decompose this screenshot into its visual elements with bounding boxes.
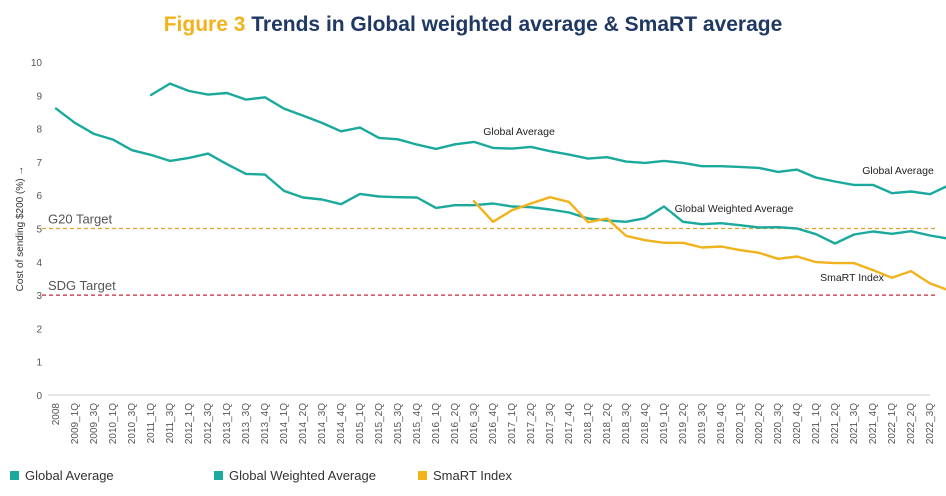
x-tick-label: 2022_2Q: [906, 403, 917, 444]
y-tick-label: 5: [36, 225, 42, 236]
x-tick-label: 2008: [51, 403, 62, 426]
x-tick-label: 2014_4Q: [336, 403, 347, 444]
x-tick-label: 2018_3Q: [621, 403, 632, 444]
x-tick-label: 2021_4Q: [868, 403, 879, 444]
x-tick-label: 2012_1Q: [184, 403, 195, 444]
annotation-global-average: Global Average: [483, 126, 555, 138]
x-tick-label: 2020_3Q: [773, 403, 784, 444]
x-tick-label: 2019_3Q: [697, 403, 708, 444]
x-tick-label: 2017_2Q: [526, 403, 537, 444]
y-tick-label: 3: [36, 291, 42, 302]
x-tick-label: 2016_4Q: [488, 403, 499, 444]
x-tick-label: 2014_2Q: [298, 403, 309, 444]
x-tick-label: 2019_1Q: [659, 403, 670, 444]
x-tick-label: 2019_4Q: [716, 403, 727, 444]
annotation-global-weighted-average: Global Weighted Average: [675, 203, 794, 215]
x-tick-label: 2015_1Q: [355, 403, 366, 444]
x-tick-label: 2022_1Q: [887, 403, 898, 444]
legend-label-global-average: Global Average: [25, 468, 114, 483]
x-tick-label: 2016_1Q: [431, 403, 442, 444]
legend-item-global-average: Global Average: [10, 468, 114, 483]
y-tick-label: 9: [36, 91, 42, 102]
x-tick-label: 2011_1Q: [146, 403, 157, 444]
x-tick-label: 2022_3Q: [925, 403, 936, 444]
chart-title: Figure 3 Trends in Global weighted avera…: [0, 13, 946, 37]
x-tick-label: 2015_3Q: [393, 403, 404, 444]
x-tick-label: 2017_1Q: [507, 403, 518, 444]
x-tick-label: 2012_3Q: [203, 403, 214, 444]
x-tick-label: 2010_3Q: [127, 403, 138, 444]
legend-swatch-global-weighted-average: [214, 471, 223, 480]
reference-label-g20: G20 Target: [48, 212, 112, 227]
y-tick-label: 1: [36, 358, 42, 369]
y-tick-label: 2: [36, 324, 42, 335]
title-text: Trends in Global weighted average & SmaR…: [251, 13, 783, 36]
x-tick-label: 2015_4Q: [412, 403, 423, 444]
x-tick-label: 2021_3Q: [849, 403, 860, 444]
x-tick-label: 2013_4Q: [260, 403, 271, 444]
annotation-smart-index: SmaRT Index: [820, 272, 885, 284]
x-tick-label: 2013_1Q: [222, 403, 233, 444]
y-tick-label: 10: [31, 58, 43, 69]
x-tick-label: 2018_1Q: [583, 403, 594, 444]
y-tick-label: 7: [36, 158, 42, 169]
figure-label: Figure 3: [163, 13, 246, 36]
legend-label-global-weighted-average: Global Weighted Average: [229, 468, 376, 483]
legend-item-smart-index: SmaRT Index: [418, 468, 512, 483]
y-tick-label: 8: [36, 125, 42, 136]
legend-label-smart-index: SmaRT Index: [433, 468, 513, 483]
annotation-global-average-end: Global Average: [862, 165, 934, 177]
series-line-global-weighted-average: [54, 107, 946, 245]
y-axis-label: Cost of sending $200 (%) →: [15, 166, 26, 292]
y-tick-label: 6: [36, 191, 42, 202]
x-tick-label: 2016_3Q: [469, 403, 480, 444]
x-tick-label: 2016_2Q: [450, 403, 461, 444]
x-tick-label: 2010_1Q: [108, 403, 119, 444]
reference-label-sdg: SDG Target: [48, 278, 116, 293]
y-tick-label: 4: [36, 258, 42, 269]
legend-swatch-global-average: [10, 471, 19, 480]
x-tick-label: 2015_2Q: [374, 403, 385, 444]
x-tick-label: 2013_3Q: [241, 403, 252, 444]
x-tick-label: 2018_2Q: [602, 403, 613, 444]
legend-swatch-smart-index: [418, 471, 427, 480]
x-tick-label: 2021_1Q: [811, 403, 822, 444]
series-line-smart-index: [472, 196, 946, 291]
x-tick-label: 2014_3Q: [317, 403, 328, 444]
x-tick-label: 2019_2Q: [678, 403, 689, 444]
series-line-global-average: [149, 82, 946, 196]
y-tick-label: 0: [36, 391, 42, 402]
x-tick-label: 2017_4Q: [564, 403, 575, 444]
x-tick-label: 2009_3Q: [89, 403, 100, 444]
x-tick-label: 2017_3Q: [545, 403, 556, 444]
line-chart: 0 1 2 3 4 5 6 7 8 9 10 Cost of sending $200 (%) → 20…: [15, 58, 946, 444]
x-tick-label: 2009_1Q: [70, 403, 81, 444]
x-tick-label: 2018_4Q: [640, 403, 651, 444]
x-tick-label: 2011_3Q: [165, 403, 176, 444]
x-tick-label: 2021_2Q: [830, 403, 841, 444]
x-tick-label: 2020_1Q: [735, 403, 746, 444]
legend-item-global-weighted-average: Global Weighted Average: [214, 468, 376, 483]
x-tick-label: 2020_2Q: [754, 403, 765, 444]
x-tick-label: 2014_1Q: [279, 403, 290, 444]
x-tick-label: 2020_4Q: [792, 403, 803, 444]
